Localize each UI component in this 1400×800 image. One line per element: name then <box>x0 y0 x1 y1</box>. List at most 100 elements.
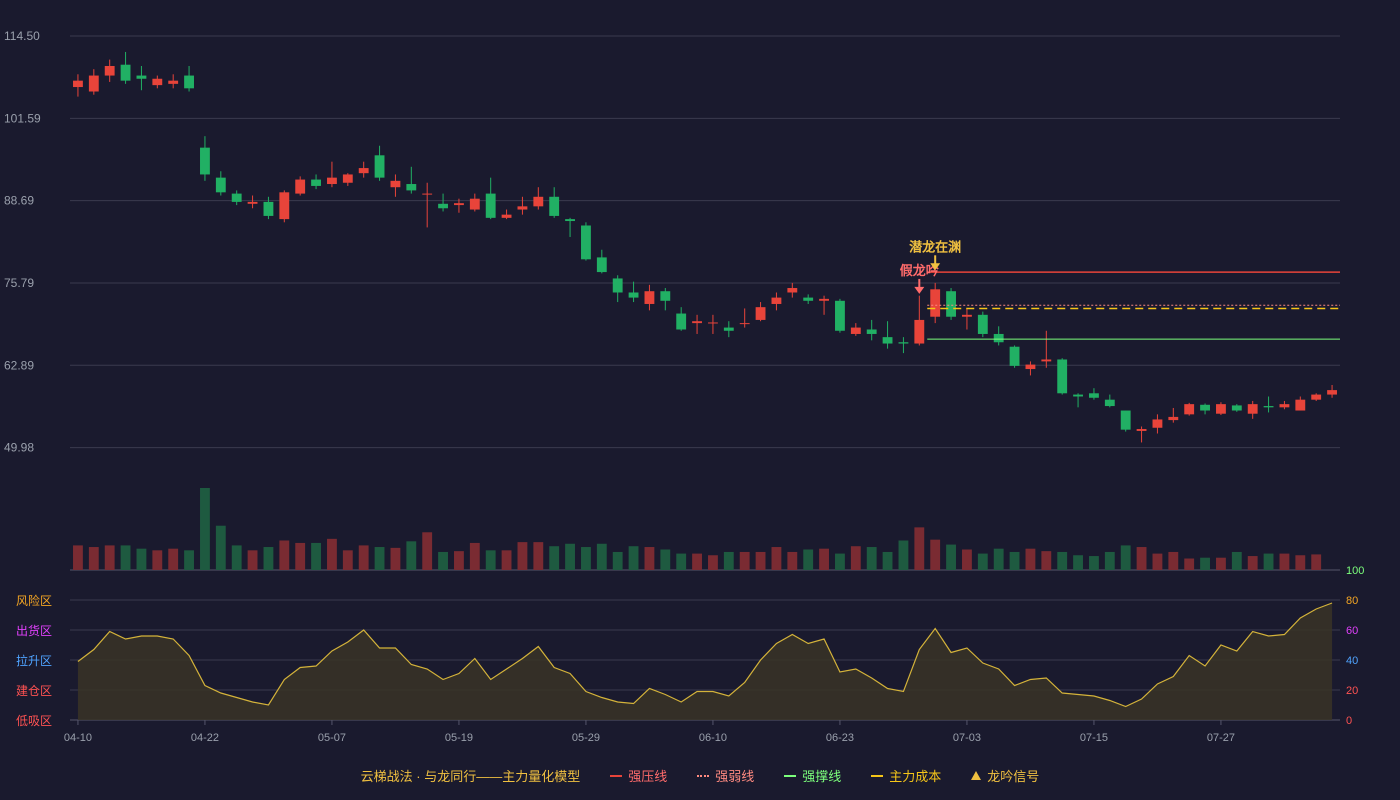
volume-bar <box>866 547 877 570</box>
price-tick-label: 114.50 <box>4 29 40 43</box>
candle-body <box>247 201 258 204</box>
signal-label: 假龙吟 <box>900 263 939 278</box>
candle-body <box>835 300 845 331</box>
legend-strong-pressure[interactable]: 强压线 <box>610 766 667 785</box>
volume-bar <box>692 553 702 570</box>
candle-body <box>1168 416 1179 421</box>
volume-bar <box>676 553 687 570</box>
weak-pressure-line-icon <box>697 774 710 777</box>
candle-body <box>73 80 83 88</box>
x-tick-label: 06-23 <box>826 732 854 744</box>
volume-bar <box>1247 556 1258 570</box>
candle-body <box>1200 404 1210 411</box>
candle-body <box>1009 346 1020 366</box>
volume-bar <box>1200 557 1210 570</box>
x-tick-label: 05-29 <box>572 732 600 744</box>
indicator-tick-label: 60 <box>1346 625 1358 637</box>
legend-strong-support-label: 强撑线 <box>802 769 842 784</box>
candle-body <box>279 192 290 220</box>
candle-body <box>977 314 988 334</box>
candle-body <box>644 291 655 304</box>
legend-strong-pressure-label: 强压线 <box>628 769 668 784</box>
volume-bar <box>771 547 782 570</box>
volume-bar <box>1279 553 1290 570</box>
price-tick-label: 88.69 <box>4 194 34 208</box>
candle-body <box>152 78 163 86</box>
candle-body <box>914 319 925 344</box>
volume-bar <box>485 550 496 570</box>
down-arrow-icon <box>914 286 925 294</box>
candle-body <box>469 198 480 210</box>
volume-bar <box>168 548 179 570</box>
volume-bar <box>1295 555 1306 570</box>
volume-bar <box>1073 555 1083 570</box>
candle-body <box>628 292 639 298</box>
candle-body <box>1184 404 1195 415</box>
volume-bar <box>152 550 163 570</box>
candle-body <box>1263 406 1274 408</box>
candle-body <box>390 180 401 188</box>
candle-body <box>1152 419 1163 428</box>
candle-body <box>501 214 512 218</box>
volume-bar <box>501 550 512 570</box>
candle-body <box>1279 404 1290 408</box>
volume-bar <box>962 549 972 570</box>
volume-bar <box>358 545 369 570</box>
volume-bar <box>1089 556 1099 570</box>
volume-bar <box>581 547 591 570</box>
volume-bar <box>295 542 306 570</box>
volume-bar <box>755 551 766 570</box>
volume-bar <box>438 551 448 570</box>
volume-bar <box>136 548 147 570</box>
volume-bar <box>342 550 353 570</box>
legend: 云梯战法 · 与龙同行——主力量化模型 强压线 强弱线 强撑线 主力成本 龙吟信… <box>0 766 1400 785</box>
legend-strong-support[interactable]: 强撑线 <box>784 766 841 785</box>
candle-body <box>676 313 687 330</box>
candle-body <box>850 327 861 334</box>
volume-bar <box>1184 558 1195 570</box>
volume-bar <box>1025 548 1036 570</box>
legend-signal-label: 龙吟信号 <box>987 769 1040 784</box>
volume-bar <box>73 545 83 570</box>
legend-signal[interactable]: 龙吟信号 <box>971 766 1039 785</box>
volume-bar <box>1057 551 1068 570</box>
candle-body <box>1327 390 1337 395</box>
x-tick-label: 04-22 <box>191 732 219 744</box>
candle-body <box>438 203 448 209</box>
volume-bar <box>549 546 560 570</box>
volume-bar <box>390 547 401 570</box>
candle-body <box>454 203 464 206</box>
volume-bar <box>327 538 337 570</box>
volume-bar <box>628 546 639 570</box>
indicator-tick-label: 80 <box>1346 595 1358 607</box>
volume-bar <box>977 553 988 570</box>
x-tick-label: 07-03 <box>953 732 981 744</box>
volume-bar <box>946 544 956 570</box>
zone-label: 出货区 <box>16 623 52 638</box>
legend-title-text: 云梯战法 · 与龙同行——主力量化模型 <box>360 769 581 784</box>
price-tick-label: 101.59 <box>4 111 41 125</box>
candle-body <box>1136 429 1147 431</box>
candle-body <box>1295 399 1306 411</box>
candle-body <box>723 327 734 331</box>
signal-label: 潜龙在渊 <box>909 239 961 254</box>
volume-bar <box>660 549 671 570</box>
volume-bar <box>708 555 718 570</box>
strong-pressure-line-icon <box>610 774 623 777</box>
volume-bar <box>1104 551 1115 570</box>
candle-body <box>962 314 972 317</box>
volume-bar <box>215 525 226 570</box>
candle-body <box>1025 364 1036 370</box>
candle-body <box>406 184 417 191</box>
volume-bar <box>1168 551 1179 570</box>
indicator-tick-label: 20 <box>1346 685 1358 697</box>
legend-weak-pressure[interactable]: 强弱线 <box>697 766 754 785</box>
candle-body <box>819 298 829 301</box>
candle-body <box>136 75 147 79</box>
candle-body <box>1216 404 1226 414</box>
volume-bar <box>279 540 290 570</box>
legend-main-cost[interactable]: 主力成本 <box>871 766 941 785</box>
volume-bar <box>819 548 829 570</box>
legend-main-cost-label: 主力成本 <box>889 769 942 784</box>
